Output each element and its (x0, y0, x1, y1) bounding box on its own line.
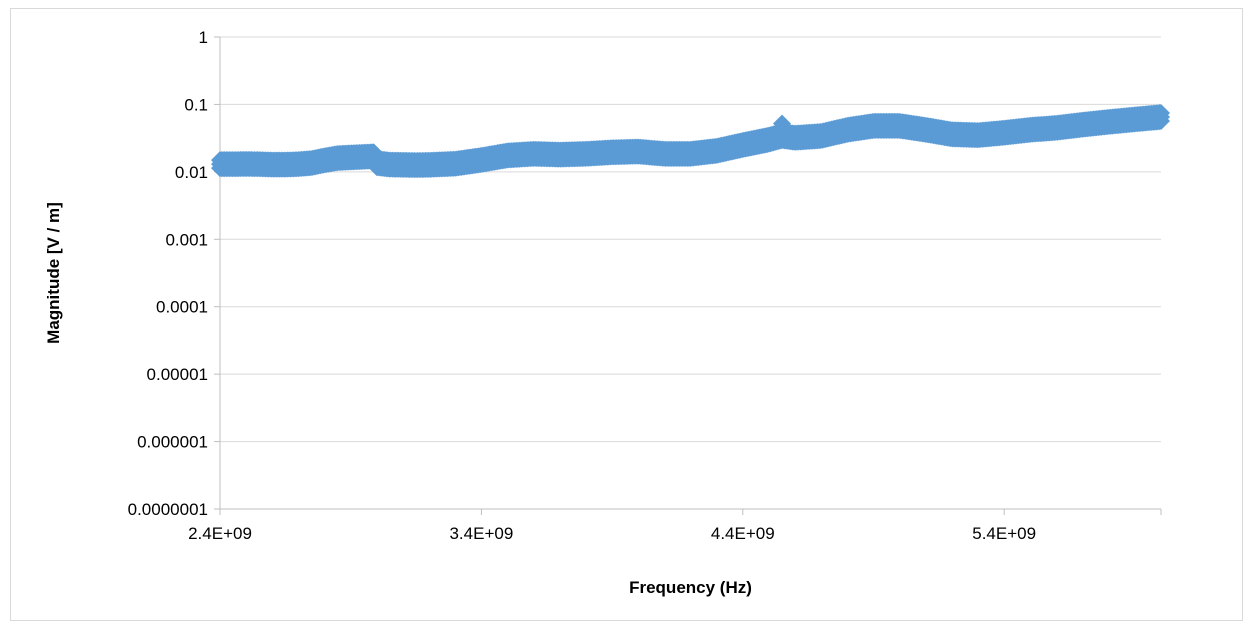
data-point (786, 128, 805, 147)
y-tick-label: 0.00001 (147, 365, 208, 384)
data-point (838, 120, 857, 139)
data-point (772, 114, 791, 133)
data-point (498, 146, 517, 165)
y-tick-label: 0.001 (165, 230, 208, 249)
data-point (629, 142, 648, 161)
y-tick-label: 0.01 (175, 163, 208, 182)
data-point (289, 155, 308, 174)
data-point (407, 156, 426, 175)
data-point (263, 155, 282, 174)
data-point (446, 154, 465, 173)
data-point (969, 126, 988, 145)
x-tick-label: 2.4E+09 (188, 524, 252, 543)
data-point (603, 143, 622, 162)
data-series (211, 104, 1170, 179)
x-tick-label: 3.4E+09 (449, 524, 513, 543)
data-point (1073, 115, 1092, 134)
data-point (772, 127, 791, 146)
y-tick-label: 0.0001 (156, 298, 208, 317)
x-axis-title: Frequency (Hz) (629, 578, 752, 597)
data-point (524, 144, 543, 163)
data-point (759, 130, 778, 149)
data-point (655, 144, 674, 163)
data-point (315, 151, 334, 170)
data-point (367, 154, 386, 173)
x-tick-label: 5.4E+09 (972, 524, 1036, 543)
data-point (1152, 108, 1170, 127)
data-point (1047, 118, 1066, 137)
data-point (472, 150, 491, 169)
data-point (576, 144, 595, 163)
data-point (1021, 120, 1040, 139)
data-point (942, 125, 961, 144)
data-point (916, 120, 935, 139)
gridlines (214, 36, 1162, 515)
data-point (211, 155, 229, 174)
y-tick-label: 0.1 (184, 95, 208, 114)
y-axis-title: Magnitude [V / m] (44, 202, 63, 344)
data-point (237, 154, 256, 173)
axes (219, 37, 1161, 510)
series-markers (211, 104, 1170, 179)
data-point (995, 123, 1014, 142)
x-tick-labels: 2.4E+09 3.4E+09 4.4E+09 5.4E+09 (188, 524, 1036, 543)
data-point (550, 145, 569, 164)
data-point (681, 144, 700, 163)
data-point (707, 141, 726, 160)
data-point (812, 127, 831, 146)
x-tick-label: 4.4E+09 (711, 524, 775, 543)
data-point (380, 155, 399, 174)
chart-svg: 1 0.1 0.01 0.001 0.0001 0.00001 0.000001 0.0000… (44, 28, 1170, 597)
data-point (224, 155, 243, 174)
data-point (1099, 112, 1118, 131)
data-point (733, 136, 752, 155)
y-tick-label: 1 (199, 28, 208, 47)
y-tick-labels: 1 0.1 0.01 0.001 0.0001 0.00001 0.000001 0.0000… (128, 28, 208, 519)
data-point (864, 116, 883, 135)
data-point (420, 155, 439, 174)
data-point (328, 149, 347, 168)
data-point (1125, 110, 1144, 129)
data-point (250, 155, 269, 174)
data-point (276, 155, 295, 174)
data-point (393, 155, 412, 174)
chart-frame: 1 0.1 0.01 0.001 0.0001 0.00001 0.000001 0.0000… (10, 8, 1243, 621)
y-tick-label: 0.0000001 (128, 500, 208, 519)
data-point (302, 154, 321, 173)
data-point (890, 116, 909, 135)
y-tick-label: 0.000001 (137, 433, 208, 452)
